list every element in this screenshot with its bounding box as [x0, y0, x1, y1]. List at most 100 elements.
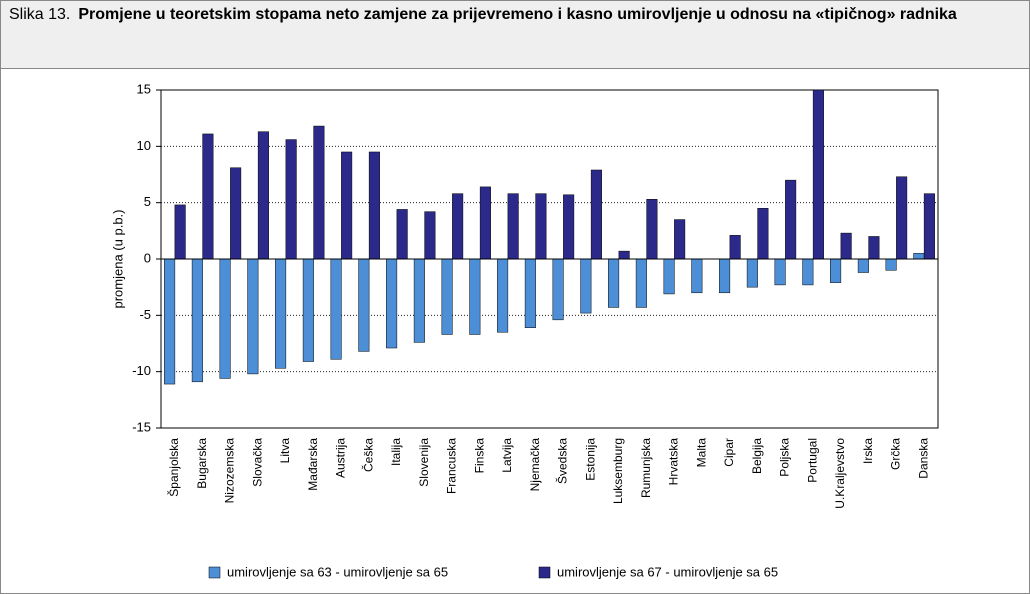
bar — [358, 258, 370, 352]
bar — [524, 258, 536, 328]
bar — [452, 193, 464, 260]
bar — [275, 258, 287, 369]
bar — [563, 194, 575, 260]
legend-swatch — [208, 566, 221, 579]
x-tick-label: Hrvatska — [667, 438, 681, 486]
bar — [507, 193, 519, 260]
bar — [386, 258, 398, 349]
bar — [302, 258, 314, 362]
legend-swatch — [538, 566, 551, 579]
bar — [313, 125, 325, 260]
x-tick-label: Njemačka — [528, 438, 542, 492]
y-tick-label: 0 — [144, 250, 151, 265]
bar — [164, 258, 176, 385]
x-tick-label: Nizozemska — [223, 438, 237, 504]
bar — [618, 250, 630, 260]
bar — [396, 209, 408, 260]
x-tick-label: Poljska — [778, 438, 792, 477]
figure-label: Slika 13. — [9, 6, 71, 23]
y-tick-label: -15 — [132, 419, 151, 434]
x-tick-label: Austrija — [334, 438, 348, 478]
bar — [830, 258, 842, 283]
x-tick-label: Finska — [472, 438, 486, 474]
x-tick-label: Bugarska — [195, 438, 209, 489]
bar — [729, 235, 741, 260]
x-tick-label: Švedska — [555, 438, 570, 484]
x-tick-label: Grčka — [889, 438, 903, 470]
bar — [635, 258, 647, 308]
bar — [590, 169, 602, 260]
x-tick-label: Portugal — [805, 438, 819, 483]
bar — [424, 211, 436, 260]
bar — [691, 258, 703, 294]
bar — [746, 258, 758, 288]
bar — [674, 219, 686, 260]
y-tick-label: -10 — [132, 363, 151, 378]
x-tick-label: Rumunjska — [639, 438, 653, 498]
bar — [868, 236, 880, 260]
bar — [535, 193, 547, 260]
bar — [802, 258, 814, 286]
x-tick-label: Slovačka — [250, 438, 264, 487]
bar — [441, 258, 453, 335]
x-tick-label: Italija — [389, 438, 403, 466]
bar — [608, 258, 620, 308]
bar — [191, 258, 203, 383]
bar — [174, 204, 186, 260]
x-tick-label: Latvija — [500, 438, 514, 473]
bar — [413, 258, 425, 343]
legend-label: umirovljenje sa 67 - umirovljenje sa 65 — [557, 564, 778, 579]
x-tick-label: Litva — [278, 438, 292, 464]
bar — [552, 258, 564, 321]
bar — [580, 258, 592, 314]
bar — [719, 258, 731, 294]
bar — [840, 232, 852, 260]
bar — [202, 133, 214, 260]
x-tick-label: Luksemburg — [611, 438, 625, 504]
bar — [857, 258, 869, 273]
bar — [646, 199, 658, 260]
bar — [896, 176, 908, 260]
y-axis-label: promjena (u p.b.) — [110, 210, 125, 309]
x-tick-label: Češka — [360, 438, 375, 472]
x-tick-label: Cipar — [722, 438, 736, 467]
bar — [469, 258, 481, 335]
y-tick-label: 10 — [137, 138, 151, 153]
legend-label: umirovljenje sa 63 - umirovljenje sa 65 — [227, 564, 448, 579]
x-tick-label: Belgija — [750, 438, 764, 474]
bar — [663, 258, 675, 295]
figure-header: Slika 13. Promjene u teoretskim stopama … — [1, 1, 1029, 69]
bar — [479, 186, 491, 260]
bar — [923, 193, 935, 260]
bar — [230, 167, 242, 260]
x-tick-label: Slovenija — [417, 438, 431, 487]
y-tick-label: 5 — [144, 194, 151, 209]
x-tick-label: Irska — [861, 438, 875, 464]
bar — [330, 258, 342, 360]
bar — [285, 139, 297, 260]
x-tick-label: Danska — [916, 438, 930, 479]
bar — [497, 258, 509, 333]
x-tick-label: Španjolska — [166, 438, 181, 497]
bar — [913, 253, 925, 260]
bar — [368, 151, 380, 260]
bar — [885, 258, 897, 271]
bar — [341, 151, 353, 260]
x-tick-label: Francuska — [445, 438, 459, 494]
bar — [812, 89, 824, 260]
bar — [774, 258, 786, 286]
bar — [257, 131, 269, 260]
x-tick-label: Malta — [694, 438, 708, 468]
bar — [785, 179, 797, 260]
bar — [247, 258, 259, 375]
y-tick-label: 15 — [137, 81, 151, 96]
x-tick-label: Mađarska — [306, 438, 320, 491]
bar — [757, 208, 769, 260]
chart-title: Promjene u teoretskim stopama neto zamje… — [78, 6, 957, 23]
bar — [219, 258, 231, 379]
y-tick-label: -5 — [139, 307, 151, 322]
x-tick-label: U.Kraljevstvo — [833, 438, 847, 509]
x-tick-label: Estonija — [583, 438, 597, 481]
